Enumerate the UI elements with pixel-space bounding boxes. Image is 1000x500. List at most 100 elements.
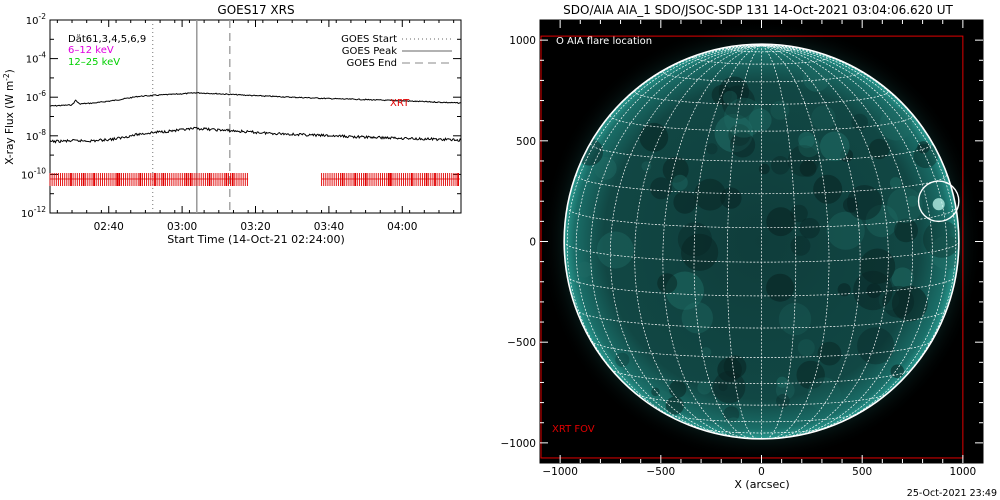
latitude-line	[576, 309, 947, 329]
disk-texture-blob	[673, 190, 697, 214]
goes-y-tick-label: 10-10	[21, 166, 46, 181]
aia-image-panel: SDO/AIA AIA_1 SDO/JSOC-SDP 131 14-Oct-20…	[500, 3, 984, 491]
disk-texture-blob	[713, 371, 746, 404]
aia-x-tick-label: 0	[758, 466, 765, 478]
longitude-line	[693, 44, 762, 439]
goes-x-tick-label: 03:00	[167, 221, 197, 233]
disk-texture-blob	[866, 283, 882, 299]
goes-series-long-channel	[50, 91, 462, 107]
disk-texture-blob	[766, 207, 796, 237]
disk-texture-blob	[807, 377, 841, 411]
xrt-fov-label: XRT FOV	[552, 424, 595, 435]
latitude-line	[635, 393, 888, 406]
xrt-label: XRT	[390, 98, 410, 109]
disk-texture-blob	[879, 107, 913, 141]
disk-texture-blob	[775, 381, 795, 400]
band-label-high: 12–25 keV	[68, 57, 120, 68]
aia-axes: −1000 1000 −500 500 0 0 500 −500 1000 −1000	[500, 20, 983, 478]
aia-x-tick-label: 1000	[949, 466, 976, 478]
disk-texture-blob	[799, 160, 817, 177]
disk-texture-blob	[615, 352, 630, 367]
disk-texture-blob	[596, 231, 634, 269]
disk-texture-blob	[748, 108, 772, 132]
detector-label: Dät61,3,4,5,6,9	[68, 34, 146, 45]
goes-y-tick-label: 10-2	[26, 12, 46, 27]
disk-texture-blob	[650, 177, 673, 200]
goes-legend: GOES Start GOES Peak GOES End	[341, 34, 452, 69]
disk-texture-blob	[681, 302, 713, 334]
disk-texture-blob	[798, 131, 815, 149]
goes-y-tick-label: 10-6	[26, 89, 46, 104]
goes-x-axis-label: Start Time (14-Oct-21 02:24:00)	[167, 233, 345, 246]
aia-y-tick-label: 0	[529, 237, 536, 249]
disk-texture-blob	[697, 380, 712, 395]
disk-texture-blob	[891, 285, 928, 322]
flare-legend-marker: O	[556, 36, 564, 47]
footer-timestamp: 25-Oct-2021 23:49	[907, 488, 997, 499]
disk-texture-blob	[857, 327, 895, 365]
disk-texture-blob	[799, 217, 820, 239]
flare-location-marker	[917, 180, 960, 223]
disk-texture-blob	[797, 339, 815, 357]
disk-texture-blob	[694, 178, 726, 211]
disk-texture-blob	[843, 197, 859, 213]
disk-texture-blob	[770, 100, 790, 120]
goes-y-tick-label: 10-12	[21, 205, 46, 220]
goes-y-axis: 10-2 10-4 10-6 10-8 10-10 10-12	[21, 12, 461, 220]
disk-texture-blob	[776, 376, 788, 388]
disk-texture-blob	[766, 273, 795, 302]
disk-texture-blob	[714, 113, 753, 153]
goes-x-tick-label: 02:40	[94, 221, 124, 233]
disk-texture-blob	[771, 156, 790, 175]
disk-texture-blob	[722, 90, 738, 106]
longitude-line	[761, 44, 957, 411]
goes-chart-title: GOES17 XRS	[217, 3, 294, 17]
disk-texture-blob	[700, 347, 712, 358]
latitude-line	[697, 427, 826, 434]
latitude-line	[566, 276, 957, 297]
disk-texture-blob	[641, 161, 652, 172]
disk-texture-blob	[723, 406, 740, 423]
disk-texture-blob	[803, 65, 830, 92]
disk-texture-blob	[819, 131, 850, 162]
aia-y-tick-label: 500	[516, 136, 536, 148]
disk-texture-blob	[657, 273, 678, 294]
disk-texture-blob	[851, 113, 868, 131]
disk-texture-blob	[906, 195, 919, 207]
latitude-line	[610, 369, 913, 384]
disk-texture-blob	[665, 396, 684, 415]
disk-texture-blob	[887, 187, 923, 223]
disk-texture-blob	[811, 105, 836, 130]
disk-texture-blob	[576, 261, 593, 278]
latitude-line	[664, 413, 859, 423]
longitude-line	[726, 44, 762, 439]
disk-texture-blob	[730, 132, 756, 158]
disk-texture-blob	[837, 283, 851, 297]
goes-y-tick-label: 10-8	[26, 128, 46, 143]
latitude-line	[609, 115, 914, 132]
longitude-line	[575, 44, 762, 431]
legend-label-end: GOES End	[347, 58, 397, 69]
disk-texture-blob	[790, 235, 811, 256]
disk-texture-blob	[894, 218, 918, 243]
flare-brightening	[932, 198, 945, 211]
aia-x-tick-label: −1000	[542, 466, 578, 478]
band-label-low: 6–12 keV	[68, 45, 114, 56]
goes-y-axis-label: X-ray Flux (W m-2)	[2, 69, 16, 165]
legend-label-peak: GOES Peak	[342, 46, 397, 57]
longitude-line	[761, 44, 830, 439]
disk-texture-blob	[891, 267, 914, 290]
longitude-line	[634, 44, 762, 439]
goes-y-tick-label: 10-4	[26, 51, 46, 66]
disk-texture-blob	[662, 156, 689, 183]
disk-texture-blob	[890, 364, 905, 379]
disk-texture-blob	[929, 235, 959, 270]
disk-texture-blob	[847, 185, 882, 220]
goes-x-tick-label: 03:40	[314, 221, 344, 233]
disk-texture-blob	[758, 163, 770, 175]
goes-x-tick-label: 04:00	[387, 221, 417, 233]
aia-image-content	[540, 20, 983, 463]
disk-texture-blob	[639, 122, 669, 152]
disk-texture-blob	[859, 248, 896, 284]
solar-limb	[563, 43, 960, 440]
